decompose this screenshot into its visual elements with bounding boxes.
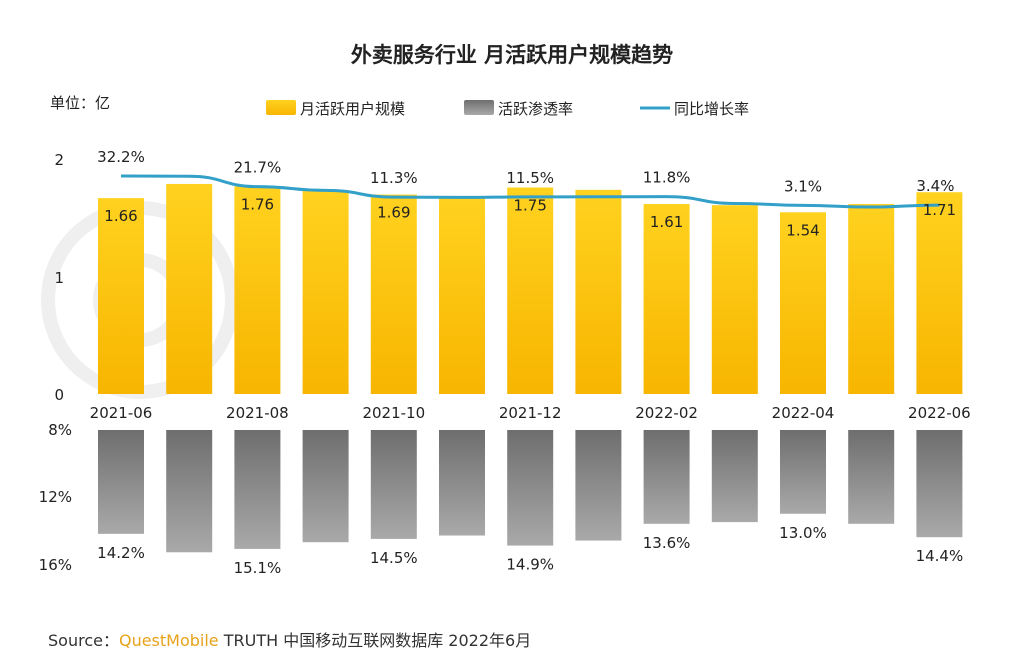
penetration-label-2021-06: 14.2%: [97, 544, 145, 562]
x-tick-2021-08: 2021-08: [226, 404, 289, 422]
penetration-bars: [98, 430, 963, 553]
legend-swatch-mau: [266, 100, 296, 115]
top-ytick-0: 0: [54, 386, 64, 404]
bottom-ytick-2: 16%: [39, 556, 72, 574]
mau-label-2021-06: 1.66: [104, 207, 137, 225]
mau-bars: [98, 183, 963, 394]
yoy-label-2021-12: 11.5%: [506, 169, 554, 187]
source-brand: QuestMobile: [118, 631, 219, 650]
penetration-bar-2022-03: [711, 430, 758, 523]
mau-bar-2021-06: [98, 198, 144, 394]
unit-label: 单位：亿: [50, 94, 110, 112]
penetration-bar-2021-09: [302, 430, 349, 543]
data-labels: 1.66 1.76 1.69 1.75 1.61 1.54 1.71 32.2% 21.7% 11…: [97, 148, 963, 577]
mau-bar-2022-04: [780, 212, 826, 394]
yoy-label-2022-06: 3.4%: [916, 177, 954, 195]
yoy-label-2022-04: 3.1%: [784, 177, 822, 195]
mau-bar-2022-03: [711, 205, 758, 394]
legend: 月活跃用户规模 活跃渗透率 同比增长率: [266, 100, 749, 118]
penetration-label-2021-12: 14.9%: [506, 556, 554, 574]
penetration-bar-2022-05: [848, 430, 895, 524]
mau-bar-2021-07: [166, 183, 213, 394]
mau-bar-2022-05: [848, 204, 895, 394]
penetration-bar-2022-02: [643, 430, 690, 524]
x-axis-ticks: 2021-06 2021-08 2021-10 2021-12 2022-02 2022-…: [90, 404, 971, 422]
x-tick-2022-02: 2022-02: [635, 404, 698, 422]
penetration-bar-2021-06: [98, 430, 144, 534]
mau-label-2022-02: 1.61: [650, 213, 683, 231]
x-tick-2022-06: 2022-06: [908, 404, 971, 422]
yoy-label-2021-10: 11.3%: [370, 169, 418, 187]
mau-bar-2022-01: [575, 189, 622, 394]
source-rest: TRUTH 中国移动互联网数据库 2022年6月: [218, 631, 532, 650]
penetration-bar-2021-11: [439, 430, 485, 536]
top-ytick-2: 2: [54, 151, 64, 169]
yoy-line-group: [120, 174, 940, 209]
mau-label-2021-10: 1.69: [377, 204, 410, 222]
yoy-label-2021-06: 32.2%: [97, 148, 145, 166]
mau-label-2021-12: 1.75: [513, 197, 546, 215]
penetration-label-2022-02: 13.6%: [643, 534, 691, 552]
penetration-bar-2022-04: [780, 430, 826, 514]
bottom-ytick-1: 12%: [39, 488, 72, 506]
penetration-bar-2021-07: [166, 430, 213, 553]
x-tick-2021-06: 2021-06: [90, 404, 153, 422]
penetration-label-2022-04: 13.0%: [779, 524, 827, 542]
penetration-label-2021-10: 14.5%: [370, 549, 418, 567]
chart-title: 外卖服务行业 月活跃用户规模趋势: [351, 43, 673, 67]
mau-bar-2021-08: [234, 186, 281, 394]
mau-bar-2022-02: [643, 204, 690, 394]
mau-label-2022-06: 1.71: [923, 201, 956, 219]
mau-label-2021-08: 1.76: [241, 195, 274, 213]
x-tick-2022-04: 2022-04: [772, 404, 835, 422]
source-note: Source：QuestMobile TRUTH 中国移动互联网数据库 2022…: [48, 627, 531, 651]
legend-swatch-penetration: [464, 100, 494, 115]
mau-bar-2022-06: [916, 192, 963, 394]
x-tick-2021-10: 2021-10: [362, 404, 425, 422]
mau-bar-2021-09: [302, 191, 349, 394]
penetration-bar-2022-06: [916, 430, 963, 538]
source-prefix: Source：: [48, 631, 119, 650]
legend-label-penetration: 活跃渗透率: [498, 100, 573, 118]
top-ytick-1: 1: [54, 269, 64, 287]
yoy-label-2021-08: 21.7%: [234, 159, 282, 177]
penetration-bar-2022-01: [575, 430, 622, 541]
legend-label-yoy: 同比增长率: [674, 100, 749, 118]
yoy-label-2022-02: 11.8%: [643, 169, 691, 187]
penetration-label-2021-08: 15.1%: [234, 559, 282, 577]
mau-bar-2021-11: [439, 196, 485, 394]
mau-bar-2021-12: [507, 187, 554, 394]
x-tick-2021-12: 2021-12: [499, 404, 562, 422]
penetration-bar-2021-08: [234, 430, 281, 549]
bottom-ytick-0: 8%: [48, 421, 72, 439]
penetration-bar-2021-10: [370, 430, 417, 539]
penetration-label-2022-06: 14.4%: [916, 547, 964, 565]
mau-label-2022-04: 1.54: [786, 221, 819, 239]
yoy-line: [120, 174, 940, 209]
mau-bar-2021-10: [370, 194, 417, 394]
penetration-bar-2021-12: [507, 430, 554, 546]
legend-label-mau: 月活跃用户规模: [300, 100, 405, 118]
